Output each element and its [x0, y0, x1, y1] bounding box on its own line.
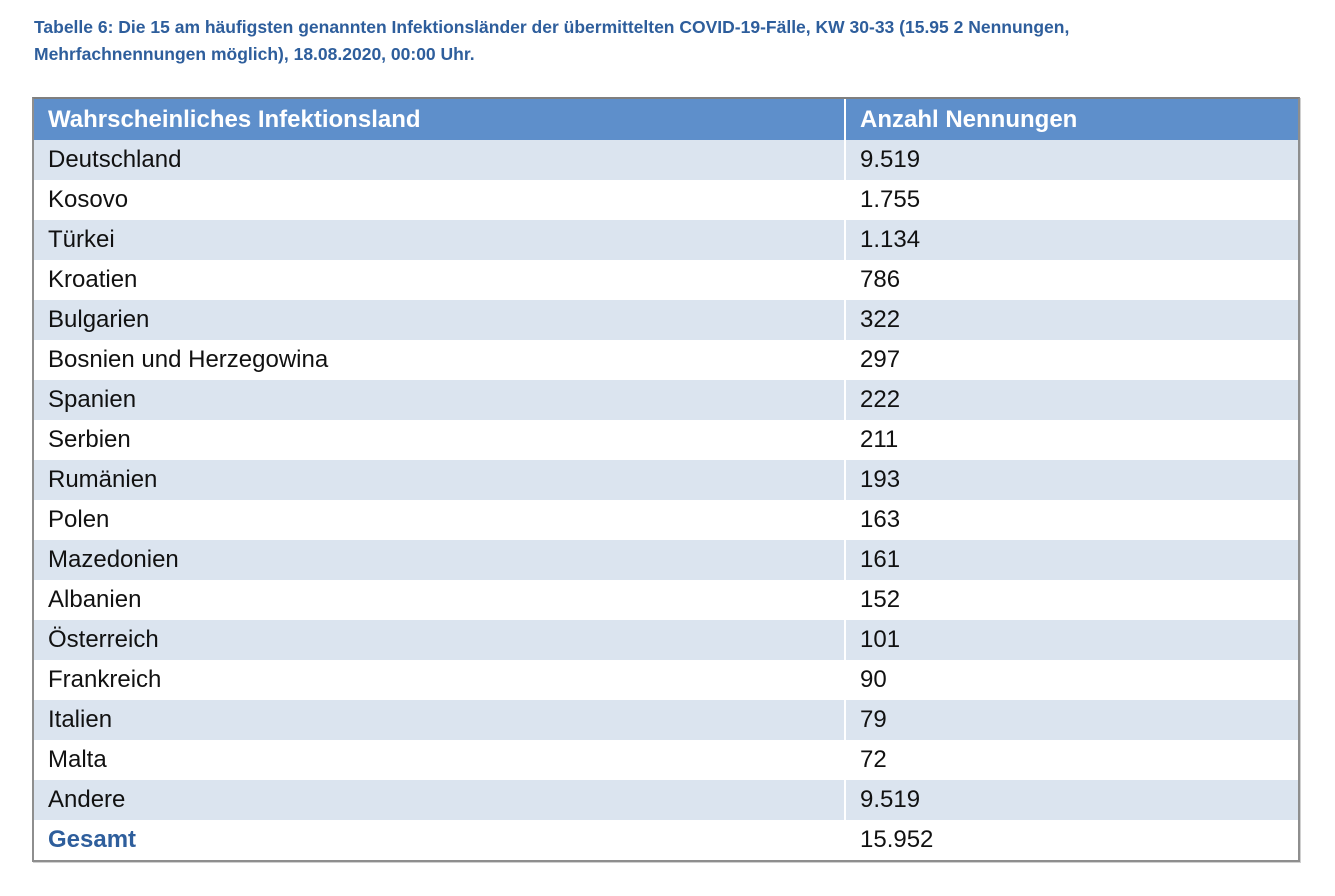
table-row: Kroatien 786	[34, 260, 1298, 300]
cell-count: 297	[844, 340, 1298, 380]
table-row: Polen 163	[34, 500, 1298, 540]
cell-count: 193	[844, 460, 1298, 500]
cell-count: 211	[844, 420, 1298, 460]
cell-count: 222	[844, 380, 1298, 420]
cell-count: 786	[844, 260, 1298, 300]
table-row: Österreich 101	[34, 620, 1298, 660]
cell-country: Bosnien und Herzegowina	[34, 340, 845, 380]
cell-count: 90	[844, 660, 1298, 700]
table-row: Türkei 1.134	[34, 220, 1298, 260]
cell-country: Kosovo	[34, 180, 845, 220]
cell-country: Italien	[34, 700, 845, 740]
table-row: Serbien 211	[34, 420, 1298, 460]
table-row: Bulgarien 322	[34, 300, 1298, 340]
cell-country: Albanien	[34, 580, 845, 620]
table-header-row: Wahrscheinliches Infektionsland Anzahl N…	[34, 99, 1298, 140]
table-row: Frankreich 90	[34, 660, 1298, 700]
table-row: Andere 9.519	[34, 780, 1298, 820]
total-count: 15.952	[844, 820, 1298, 860]
cell-country: Malta	[34, 740, 845, 780]
cell-country: Kroatien	[34, 260, 845, 300]
cell-country: Rumänien	[34, 460, 845, 500]
cell-country: Polen	[34, 500, 845, 540]
cell-country: Andere	[34, 780, 845, 820]
table-row: Bosnien und Herzegowina 297	[34, 340, 1298, 380]
cell-count: 9.519	[844, 140, 1298, 180]
table-row: Albanien 152	[34, 580, 1298, 620]
cell-country: Bulgarien	[34, 300, 845, 340]
cell-country: Spanien	[34, 380, 845, 420]
cell-count: 161	[844, 540, 1298, 580]
cell-country: Türkei	[34, 220, 845, 260]
table-row: Kosovo 1.755	[34, 180, 1298, 220]
table-caption: Tabelle 6: Die 15 am häufigsten genannte…	[34, 14, 1294, 68]
cell-country: Serbien	[34, 420, 845, 460]
table-row: Italien 79	[34, 700, 1298, 740]
table-row: Malta 72	[34, 740, 1298, 780]
table-total-row: Gesamt 15.952	[34, 820, 1298, 860]
cell-country: Mazedonien	[34, 540, 845, 580]
cell-country: Frankreich	[34, 660, 845, 700]
cell-count: 101	[844, 620, 1298, 660]
cell-country: Deutschland	[34, 140, 845, 180]
table-row: Spanien 222	[34, 380, 1298, 420]
header-country: Wahrscheinliches Infektionsland	[34, 99, 845, 140]
data-table: Wahrscheinliches Infektionsland Anzahl N…	[34, 99, 1298, 860]
cell-country: Österreich	[34, 620, 845, 660]
table-row: Mazedonien 161	[34, 540, 1298, 580]
table-row: Rumänien 193	[34, 460, 1298, 500]
header-count: Anzahl Nennungen	[844, 99, 1298, 140]
caption-line-1: Tabelle 6: Die 15 am häufigsten genannte…	[34, 17, 1070, 37]
cell-count: 322	[844, 300, 1298, 340]
table-row: Deutschland 9.519	[34, 140, 1298, 180]
cell-count: 1.134	[844, 220, 1298, 260]
cell-count: 152	[844, 580, 1298, 620]
infection-country-table: Wahrscheinliches Infektionsland Anzahl N…	[32, 97, 1300, 862]
cell-count: 163	[844, 500, 1298, 540]
cell-count: 72	[844, 740, 1298, 780]
cell-count: 1.755	[844, 180, 1298, 220]
cell-count: 9.519	[844, 780, 1298, 820]
cell-count: 79	[844, 700, 1298, 740]
total-label: Gesamt	[34, 820, 845, 860]
caption-line-2: Mehrfachnennungen möglich), 18.08.2020, …	[34, 44, 475, 64]
